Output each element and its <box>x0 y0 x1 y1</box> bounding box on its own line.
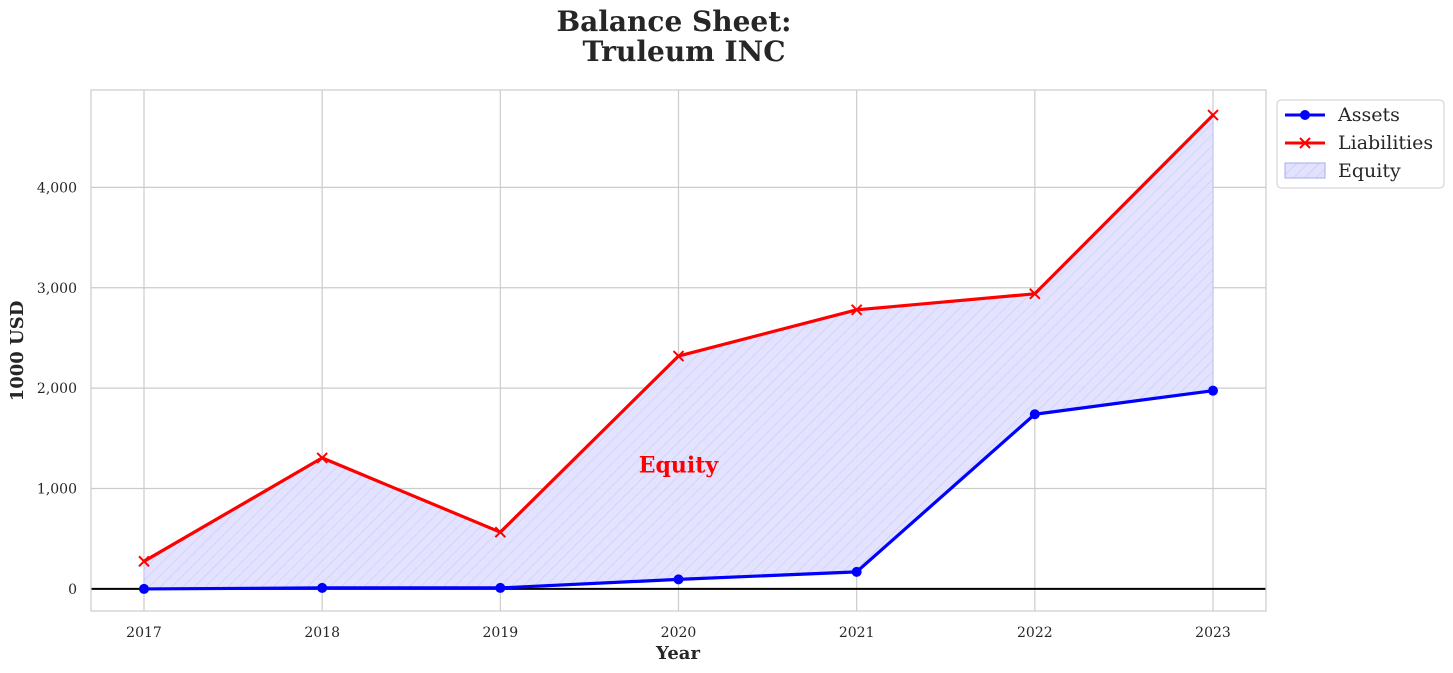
liabilities-point <box>1207 109 1219 121</box>
y-axis-label: 1000 USD <box>7 301 28 402</box>
equity-annotation: Equity <box>639 452 720 478</box>
liabilities-point <box>672 350 685 362</box>
x-tick-label: 2020 <box>661 625 697 641</box>
plot-frame <box>90 89 1267 612</box>
liabilities-point <box>850 304 863 316</box>
x-tick-label: 2022 <box>1017 625 1053 641</box>
chart-title-line1: Balance Sheet: <box>556 5 791 38</box>
x-tick-label: 2023 <box>1195 625 1231 641</box>
x-axis-label: Year <box>655 643 700 664</box>
legend-assets-label: Assets <box>1337 104 1400 126</box>
y-tick-label: 2,000 <box>37 381 77 397</box>
assets-point <box>1029 409 1040 420</box>
y-tick-label: 0 <box>68 582 77 598</box>
x-tick-label: 2017 <box>126 625 162 641</box>
y-tick-label: 3,000 <box>37 281 77 297</box>
tick-labels: 2017 2018 2019 2020 2021 2022 2023 0 1,000 2,000 3… <box>37 180 1231 641</box>
assets-point <box>139 583 149 594</box>
legend-equity-label: Equity <box>1338 160 1401 182</box>
x-tick-label: 2021 <box>839 625 875 641</box>
liabilities-point <box>494 526 507 538</box>
x-tick-label: 2018 <box>304 625 340 641</box>
assets-point <box>673 574 684 585</box>
legend-liabilities-label: Liabilities <box>1338 132 1433 154</box>
assets-point <box>495 582 506 593</box>
y-tick-label: 1,000 <box>37 482 77 498</box>
legend-equity-swatch <box>1284 162 1326 179</box>
series-group <box>138 109 1219 594</box>
liabilities-point <box>1029 288 1041 300</box>
chart-title-line2: Truleum INC <box>582 35 785 68</box>
assets-point <box>317 582 328 593</box>
liabilities-point <box>138 555 150 568</box>
assets-point <box>1208 385 1218 396</box>
liabilities-point <box>316 452 328 464</box>
x-tick-label: 2019 <box>483 625 519 641</box>
legend-assets-marker <box>1300 110 1310 120</box>
legend: Assets Liabilities Equity <box>1276 99 1445 189</box>
legend-liabilities-marker <box>1299 137 1311 149</box>
assets-point <box>851 566 862 577</box>
y-tick-label: 4,000 <box>37 180 77 196</box>
